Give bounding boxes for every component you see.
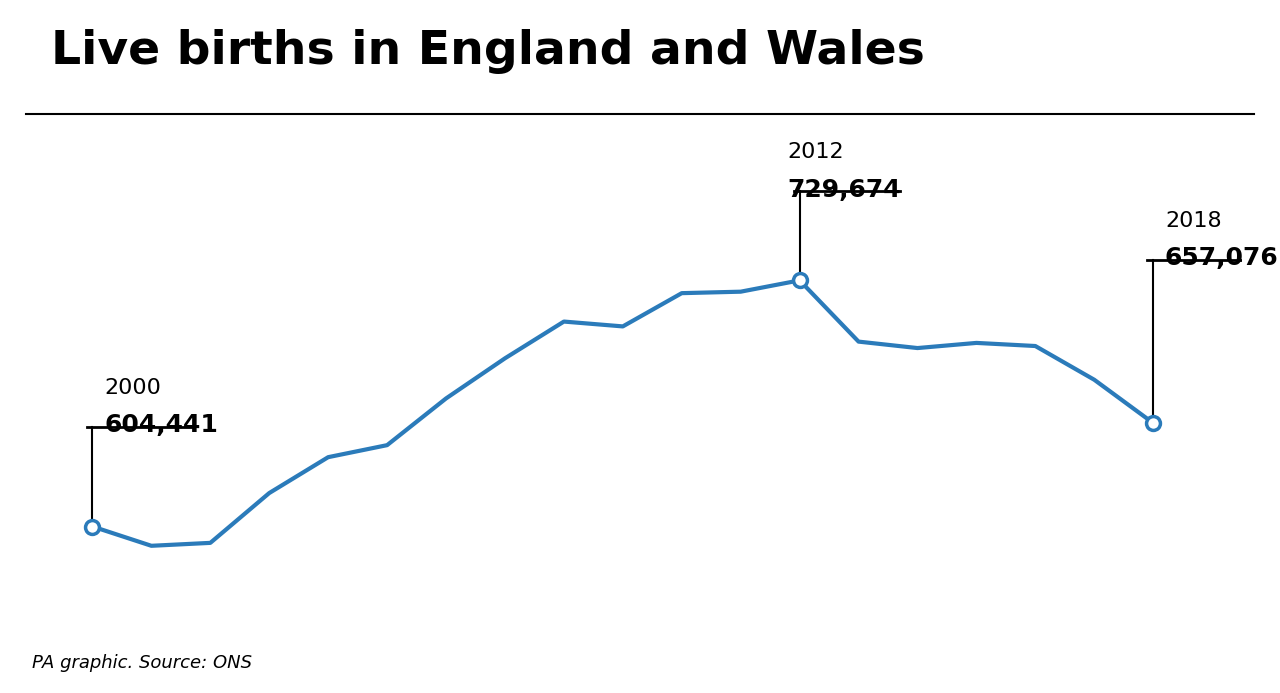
Text: PA graphic. Source: ONS: PA graphic. Source: ONS	[32, 654, 252, 672]
Text: 729,674: 729,674	[787, 177, 901, 202]
Text: 2018: 2018	[1165, 211, 1221, 231]
Text: 2000: 2000	[104, 378, 161, 398]
Text: Live births in England and Wales: Live births in England and Wales	[51, 28, 925, 73]
Text: 604,441: 604,441	[104, 414, 218, 437]
Text: 657,076: 657,076	[1165, 246, 1279, 270]
Text: 2012: 2012	[787, 142, 845, 161]
